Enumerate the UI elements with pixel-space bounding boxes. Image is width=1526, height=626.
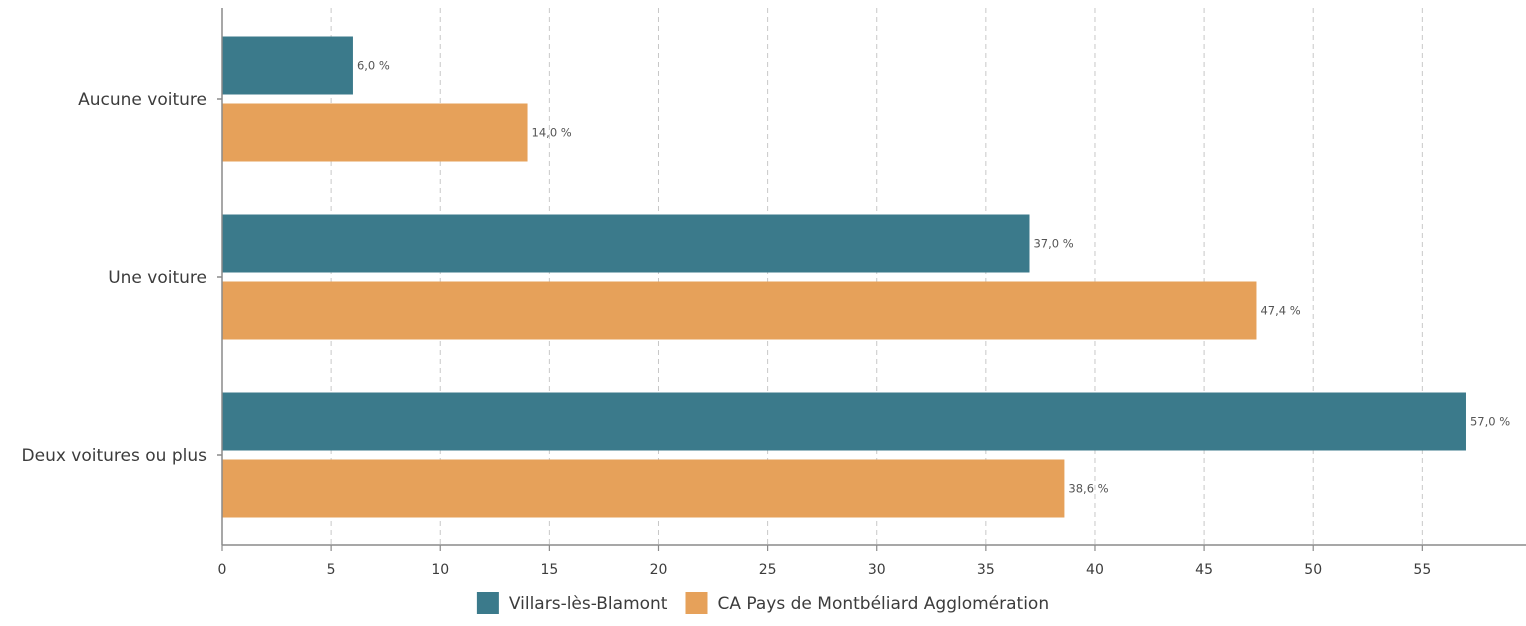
bar: [222, 392, 1466, 451]
x-tick-label: 5: [327, 562, 336, 578]
legend-swatch: [476, 592, 499, 614]
legend-item[interactable]: CA Pays de Montbéliard Agglomération: [685, 592, 1049, 614]
x-tick-label: 40: [1086, 562, 1104, 578]
data-label: 38,6 %: [1068, 482, 1108, 496]
labels: 0 5 10 15 20 25 30 35 40 45 50 55 6,0 % 37,0 % 57,0 % 1…: [22, 59, 1511, 579]
x-tick-label: 30: [868, 562, 886, 578]
data-label: 6,0 %: [357, 59, 390, 73]
data-label: 14,0 %: [532, 126, 572, 140]
bar: [222, 459, 1065, 518]
x-tick-label: 20: [650, 562, 668, 578]
x-tick-label: 10: [431, 562, 449, 578]
category-label: Deux voitures ou plus: [22, 446, 208, 466]
bar: [222, 103, 528, 162]
x-tick-label: 15: [540, 562, 558, 578]
axes: [217, 8, 1526, 551]
x-tick-label: 35: [977, 562, 995, 578]
legend-swatch: [685, 592, 708, 614]
legend-label: CA Pays de Montbéliard Agglomération: [717, 594, 1049, 614]
x-tick-label: 50: [1304, 562, 1322, 578]
category-label: Une voiture: [108, 268, 207, 288]
bar: [222, 281, 1257, 340]
bar: [222, 36, 353, 95]
data-label: 47,4 %: [1260, 304, 1300, 318]
bars: [222, 36, 1466, 518]
x-tick-label: 0: [218, 562, 227, 578]
x-tick-label: 55: [1413, 562, 1431, 578]
x-tick-label: 45: [1195, 562, 1213, 578]
bar: [222, 214, 1030, 273]
legend-item[interactable]: Villars-lès-Blamont: [476, 592, 668, 614]
data-label: 37,0 %: [1033, 237, 1073, 251]
x-tick-label: 25: [759, 562, 777, 578]
legend-label: Villars-lès-Blamont: [509, 594, 668, 614]
legend: Villars-lès-Blamont CA Pays de Montbéliar…: [476, 592, 1049, 614]
category-label: Aucune voiture: [78, 90, 207, 110]
data-label: 57,0 %: [1470, 415, 1510, 429]
